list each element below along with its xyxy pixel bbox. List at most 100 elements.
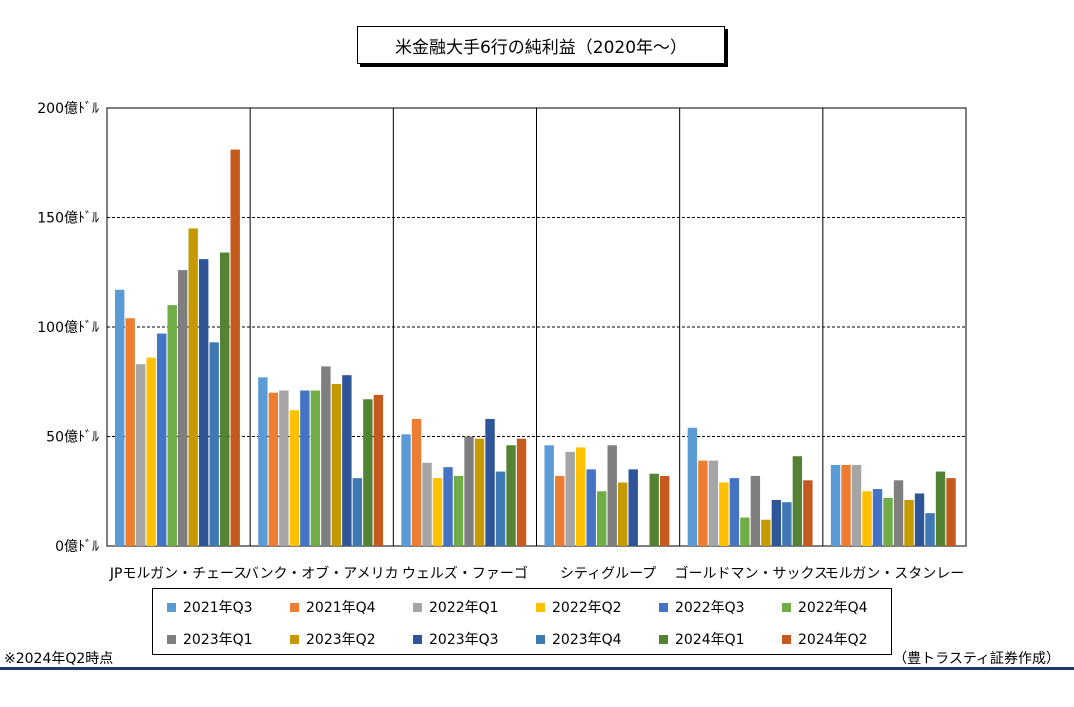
- bar-4-8: [618, 482, 628, 546]
- y-tick-label: 150億ﾄﾞﾙ: [37, 211, 99, 227]
- bar-2-10: [352, 478, 363, 546]
- legend-swatch: [782, 602, 791, 612]
- bar-4-12: [660, 475, 670, 546]
- y-tick-label: 200億ﾄﾞﾙ: [37, 101, 99, 117]
- bar-4-7: [607, 445, 617, 546]
- bar-6-4: [862, 491, 872, 546]
- bar-1-12: [230, 149, 240, 547]
- bar-6-5: [872, 489, 883, 546]
- bar-6-6: [883, 497, 893, 546]
- bar-1-11: [220, 252, 230, 547]
- y-tick-label: 50億ﾄﾞﾙ: [46, 430, 99, 446]
- bar-1-6: [167, 305, 177, 546]
- bar-2-1: [258, 377, 268, 546]
- bar-5-10: [782, 502, 792, 546]
- legend-item: 2023年Q2: [290, 629, 376, 649]
- bar-2-3: [279, 390, 289, 546]
- bar-6-11: [935, 471, 946, 546]
- legend-item: 2023年Q3: [413, 629, 499, 649]
- legend-label: 2022年Q1: [429, 600, 499, 616]
- bar-5-7: [750, 475, 761, 546]
- bar-3-9: [485, 418, 495, 546]
- legend-swatch: [782, 634, 791, 644]
- bar-3-8: [474, 438, 485, 546]
- x-category-label: ウェルズ・ファーゴ: [402, 565, 528, 582]
- bar-2-7: [321, 366, 331, 546]
- bar-3-7: [464, 436, 474, 546]
- bar-5-3: [708, 460, 719, 546]
- bar-6-1: [830, 464, 841, 546]
- bar-1-7: [178, 270, 188, 546]
- legend-swatch: [290, 634, 299, 644]
- bar-6-7: [893, 480, 904, 546]
- bar-5-5: [729, 478, 740, 546]
- bar-3-4: [432, 478, 443, 546]
- bar-2-5: [300, 390, 310, 546]
- bar-6-10: [925, 513, 935, 546]
- bar-4-2: [555, 475, 565, 546]
- note-source: （豊トラスティ証券作成）: [893, 651, 1060, 667]
- bar-5-12: [803, 480, 813, 546]
- legend-label: 2021年Q3: [183, 600, 253, 616]
- bar-5-2: [698, 460, 708, 546]
- bar-3-2: [411, 418, 422, 546]
- bar-6-3: [851, 464, 862, 546]
- legend-swatch: [413, 634, 422, 644]
- legend-swatch: [167, 634, 176, 644]
- bar-4-6: [597, 491, 607, 546]
- legend-swatch: [413, 602, 422, 612]
- legend-label: 2024年Q2: [798, 632, 868, 648]
- bar-5-8: [761, 519, 771, 546]
- bar-2-11: [363, 399, 373, 546]
- y-tick-label: 100億ﾄﾞﾙ: [37, 320, 99, 336]
- bar-4-11: [649, 473, 659, 546]
- bottom-rule: [0, 667, 1074, 670]
- legend-item: 2022年Q1: [413, 597, 499, 617]
- bar-3-3: [422, 462, 432, 546]
- bar-2-9: [342, 375, 352, 546]
- bar-3-5: [443, 467, 453, 546]
- bar-1-8: [188, 228, 198, 546]
- bar-5-9: [771, 500, 782, 546]
- bar-6-9: [914, 493, 925, 546]
- legend-label: 2021年Q4: [306, 600, 376, 616]
- legend-label: 2023年Q4: [552, 632, 622, 648]
- bar-4-9: [628, 469, 638, 546]
- bar-1-4: [146, 357, 156, 546]
- bar-2-8: [331, 383, 342, 546]
- legend-label: 2023年Q3: [429, 632, 499, 648]
- legend-item: 2023年Q4: [536, 629, 622, 649]
- legend-swatch: [536, 602, 545, 612]
- bar-1-3: [136, 364, 146, 546]
- legend-item: 2022年Q4: [782, 597, 868, 617]
- legend-item: 2022年Q2: [536, 597, 622, 617]
- legend-swatch: [290, 602, 299, 612]
- note-date: ※2024年Q2時点: [4, 651, 114, 667]
- legend-item: 2023年Q1: [167, 629, 253, 649]
- bar-1-2: [125, 318, 135, 546]
- chart-legend: 2021年Q3 2021年Q4 2022年Q1 2022年Q2 2022年Q3 2022年…: [152, 588, 892, 655]
- legend-label: 2023年Q2: [306, 632, 376, 648]
- bar-1-9: [199, 259, 209, 546]
- bar-1-5: [157, 333, 167, 546]
- bar-5-4: [719, 482, 729, 546]
- bar-5-1: [687, 427, 698, 546]
- legend-swatch: [536, 634, 545, 644]
- x-category-label: モルガン・スタンレー: [825, 566, 965, 582]
- chart-title: 米金融大手6行の純利益（2020年～）: [357, 26, 725, 64]
- legend-item: 2024年Q2: [782, 629, 868, 649]
- bar-5-6: [740, 517, 750, 546]
- legend-item: 2021年Q3: [167, 597, 253, 617]
- legend-swatch: [167, 602, 176, 612]
- y-tick-label: 0億ﾄﾞﾙ: [55, 539, 99, 555]
- bar-4-3: [565, 451, 575, 546]
- x-category-label: バンク・オブ・アメリカ: [245, 565, 399, 582]
- bar-6-8: [904, 500, 914, 546]
- x-category-label: シティグループ: [560, 566, 656, 582]
- legend-label: 2022年Q2: [552, 600, 622, 616]
- x-category-label: ゴールドマン・サックス: [674, 565, 828, 582]
- bar-2-2: [268, 392, 279, 546]
- bar-4-4: [576, 447, 586, 546]
- bar-4-1: [544, 445, 554, 546]
